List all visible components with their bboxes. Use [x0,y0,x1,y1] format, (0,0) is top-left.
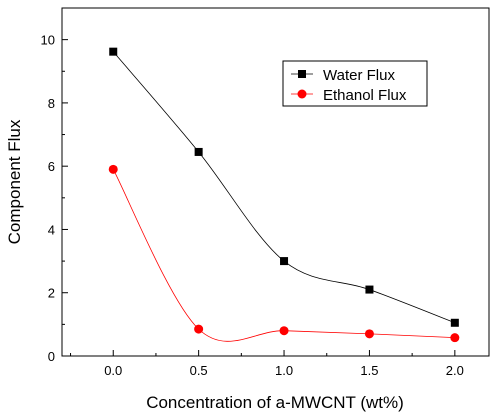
x-tick-label: 1.5 [360,363,378,378]
data-point-circle [194,324,204,334]
x-tick-label: 0.5 [190,363,208,378]
x-tick-label: 1.0 [275,363,293,378]
data-point-circle [450,333,460,343]
data-point-square [280,257,289,266]
data-point-circle [279,326,289,336]
legend: Water Flux Ethanol Flux [282,60,428,107]
plot-frame [61,7,490,357]
data-point-square [450,318,459,327]
y-tick-label: 2 [48,286,55,301]
y-axis-title: Component Flux [5,119,24,244]
legend-ethanol-label: Ethanol Flux [323,87,407,104]
legend-ethanol-marker [297,89,307,99]
data-point-square [194,147,203,156]
x-tick-label: 0.0 [104,363,122,378]
y-tick-label: 0 [48,349,55,364]
y-tick-label: 4 [48,222,55,237]
series-layer [108,47,460,343]
legend-water-label: Water Flux [323,67,395,84]
x-tick-label: 2.0 [446,363,464,378]
x-axis-title: Concentration of a-MWCNT (wt%) [146,393,404,412]
legend-water-marker [298,70,306,78]
y-tick-label: 6 [48,159,55,174]
data-point-circle [364,329,374,339]
series-line-1 [112,169,455,342]
y-tick-label: 8 [48,96,55,111]
legend-box [282,60,428,107]
data-point-square [365,285,374,294]
y-axis-ticks: 0 2 4 6 8 10 [41,7,68,364]
series-line-0 [112,51,455,324]
y-tick-label: 10 [41,33,55,48]
data-point-circle [108,164,118,174]
x-axis-ticks: 0.0 0.5 1.0 1.5 2.0 [70,350,464,378]
data-point-square [109,47,118,56]
